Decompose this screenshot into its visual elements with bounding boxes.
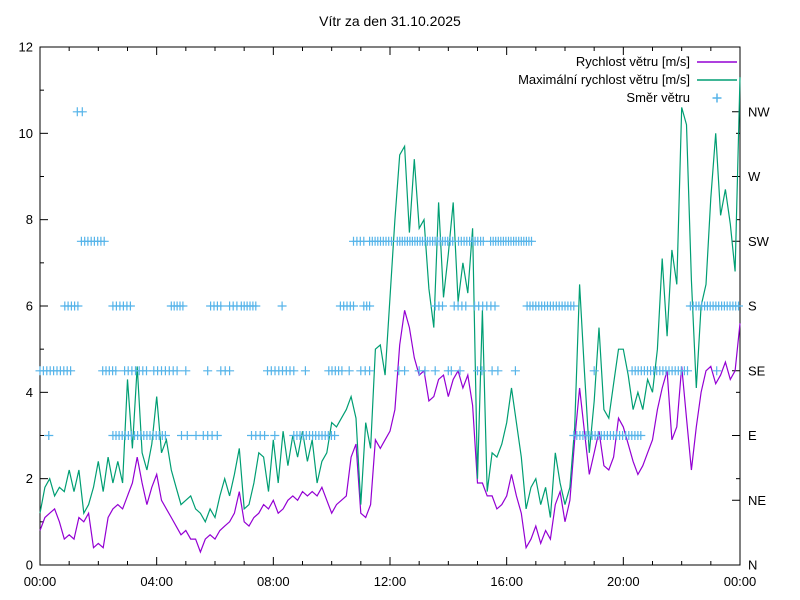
axis-ticks <box>39 46 741 566</box>
x-axis-tick-label: 00:00 <box>24 574 57 589</box>
wind-direction-marker <box>330 431 340 440</box>
wind-direction-marker <box>203 366 213 376</box>
y2-axis-tick-label: W <box>748 169 761 184</box>
wind-direction-marker <box>683 366 692 376</box>
x-axis-tick-label: 08:00 <box>257 574 290 589</box>
wind-direction-markers <box>35 107 743 440</box>
x-axis-tick-label: 20:00 <box>607 574 640 589</box>
y2-axis-tick-label: SW <box>748 234 770 249</box>
wind-direction-marker <box>66 366 76 376</box>
wind-direction-marker <box>446 366 456 376</box>
wind-direction-marker <box>477 366 487 376</box>
y-axis-tick-label: 0 <box>26 558 33 573</box>
wind-direction-marker <box>461 301 471 311</box>
y2-axis-tick-label: E <box>748 428 757 443</box>
wind-direction-marker <box>277 301 287 311</box>
legend-label-max_wind_speed: Maximální rychlost větru [m/s] <box>518 72 690 87</box>
wind-direction-marker <box>125 301 135 311</box>
wind-direction-marker <box>289 366 299 376</box>
wind-direction-marker <box>365 301 375 311</box>
legend: Rychlost větru [m/s] Maximální rychlost v… <box>518 54 737 105</box>
x-axis-tick-label: 16:00 <box>490 574 523 589</box>
axis-tick-labels: 00:00 04:00 08:00 12:00 16:00 20:00 00:0002468… <box>19 40 771 590</box>
wind-direction-marker <box>734 301 743 311</box>
max_wind_speed-line <box>39 77 741 524</box>
wind-direction-marker <box>182 431 192 440</box>
wind-direction-marker <box>111 366 121 376</box>
wind-direction-marker <box>712 366 722 376</box>
y-axis-tick-label: 12 <box>19 40 33 55</box>
y-axis-tick-label: 6 <box>26 299 33 314</box>
legend-label-wind_direction: Směr větru <box>626 90 690 105</box>
wind-direction-marker <box>251 301 261 311</box>
wind-direction-marker <box>225 366 235 376</box>
wind-direction-marker <box>172 366 182 376</box>
wind-direction-marker <box>73 301 83 311</box>
y2-axis-tick-label: S <box>748 299 757 314</box>
wind-direction-marker <box>527 236 536 246</box>
wind-direction-marker <box>510 366 520 376</box>
wind-direction-marker <box>493 366 503 376</box>
wind-direction-marker <box>636 431 646 440</box>
legend-sample-wind_direction <box>712 93 722 103</box>
wind-direction-marker <box>365 366 375 376</box>
y-axis-tick-label: 10 <box>19 126 33 141</box>
y2-axis-tick-label: SE <box>748 363 766 378</box>
chart-title: Vítr za den 31.10.2025 <box>319 13 461 29</box>
x-axis-tick-label: 04:00 <box>140 574 173 589</box>
wind_speed-line <box>39 310 741 554</box>
y2-axis-tick-label: NE <box>748 493 766 508</box>
y-axis-tick-label: 2 <box>26 471 33 486</box>
wind-direction-marker <box>270 431 280 440</box>
y-axis-tick-label: 4 <box>26 385 33 400</box>
wind-direction-marker <box>430 366 440 376</box>
wind-direction-marker <box>344 366 354 376</box>
wind-direction-marker <box>212 431 222 440</box>
x-axis-tick-label: 00:00 <box>724 574 757 589</box>
wind-direction-marker <box>216 301 226 311</box>
wind-direction-marker <box>77 107 87 117</box>
wind-direction-marker <box>160 431 170 440</box>
wind-direction-marker <box>455 366 465 376</box>
wind-direction-marker <box>349 301 358 311</box>
wind-direction-marker <box>300 366 310 376</box>
wind-direction-marker <box>438 301 447 311</box>
wind-direction-marker <box>400 366 410 376</box>
x-axis-tick-label: 12:00 <box>374 574 407 589</box>
y2-axis-tick-label: N <box>748 558 757 573</box>
wind-direction-marker <box>569 301 579 311</box>
y2-axis-tick-label: NW <box>748 104 770 119</box>
wind-direction-marker <box>178 301 188 311</box>
wind-direction-marker <box>44 431 54 440</box>
wind-direction-marker <box>589 366 599 376</box>
wind-direction-marker <box>490 301 500 311</box>
wind-direction-marker <box>181 366 191 376</box>
wind-direction-marker <box>99 236 109 246</box>
legend-label-wind_speed: Rychlost větru [m/s] <box>576 54 690 69</box>
wind-direction-marker <box>420 366 430 376</box>
wind-direction-marker <box>260 431 270 440</box>
y-axis-tick-label: 8 <box>26 212 33 227</box>
